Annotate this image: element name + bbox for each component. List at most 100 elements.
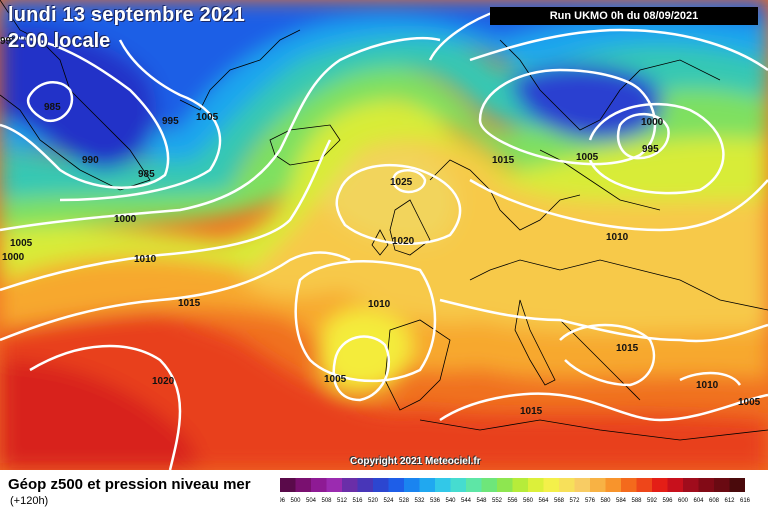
scale-tick-label: 532 [414,498,425,502]
isobar-label: 1010 [696,380,719,391]
isobar-label: 1020 [152,376,175,387]
scale-tick-label: 572 [569,498,580,502]
scale-tick-label: 576 [585,498,596,502]
scale-swatch [621,478,637,492]
isobar-label: 1015 [616,343,639,354]
forecast-date: lundi 13 septembre 2021 [8,4,245,26]
scale-swatch [466,478,482,492]
scale-swatch [543,478,559,492]
weather-map: 985 995 1005 990 985 1000 1005 1000 1010… [0,0,768,470]
scale-swatch [311,478,327,492]
scale-swatch [326,478,342,492]
isobar-label: 995 [0,36,17,47]
isobar-label: 1010 [606,232,629,243]
scale-swatch [636,478,652,492]
isobar-label: 995 [162,116,179,127]
scale-tick-label: 548 [476,498,487,502]
isobar-label: 1000 [2,252,25,263]
isobar-label: 985 [44,102,61,113]
scale-tick-label: 604 [693,498,704,502]
scale-swatch [481,478,497,492]
scale-swatch [497,478,513,492]
scale-swatch [698,478,714,492]
scale-tick-label: 612 [724,498,735,502]
isobar-label: 995 [642,144,659,155]
isobar-label: 1025 [390,177,413,188]
isobar-label: 1020 [392,236,415,247]
scale-tick-label: 608 [709,498,720,502]
scale-swatch [714,478,730,492]
scale-swatch [373,478,389,492]
scale-tick-label: 560 [523,498,534,502]
scale-swatch [450,478,466,492]
scale-tick-label: 568 [554,498,565,502]
scale-tick-label: 524 [383,498,394,502]
scale-swatch [683,478,699,492]
scale-swatch [528,478,544,492]
scale-tick-label: 512 [337,498,348,502]
isobar-label: 1015 [520,406,543,417]
scale-tick-label: 540 [445,498,456,502]
forecast-time: 2:00 locale [8,30,111,52]
scale-swatch [652,478,668,492]
scale-swatch [404,478,420,492]
scale-swatch [512,478,528,492]
scale-swatch [280,478,296,492]
scale-tick-label: 508 [321,498,332,502]
isobar-label: 1005 [738,397,761,408]
scale-tick-label: 584 [616,498,627,502]
isobar-label: 1010 [134,254,157,265]
isobar-label: 1010 [368,299,391,310]
scale-tick-label: 556 [507,498,518,502]
isobar-label: 990 [82,155,99,166]
scale-tick-label: 520 [368,498,379,502]
isobar-label: 1005 [196,112,219,123]
isobar-label: 1015 [492,155,515,166]
isobar-label: 985 [138,169,155,180]
model-run-label: Run UKMO 0h du 08/09/2021 [490,7,758,25]
scale-swatch [605,478,621,492]
scale-tick-label: 588 [631,498,642,502]
scale-tick-label: 580 [600,498,611,502]
isobar-label: 1005 [576,152,599,163]
isobar-label: 1015 [178,298,201,309]
scale-swatch [295,478,311,492]
scale-swatch [388,478,404,492]
isobar-label: 1000 [114,214,137,225]
scale-swatch [574,478,590,492]
scale-tick-label: 592 [647,498,658,502]
scale-tick-label: 496 [280,498,286,502]
scale-swatch [667,478,683,492]
map-subtitle: (+120h) [10,495,49,507]
copyright-text: Copyright 2021 Meteociel.fr [350,456,481,467]
geopotential-color-field [0,0,768,470]
isobars [0,8,768,470]
legend-bar: Géop z500 et pression niveau mer (+120h)… [0,470,768,512]
scale-swatch [342,478,358,492]
scale-tick-label: 516 [352,498,363,502]
scale-swatch [559,478,575,492]
isobar-label: 1005 [10,238,33,249]
scale-tick-label: 544 [461,498,472,502]
color-scale: 496 500 504 508 512 516 520 524 528 532 536 540 544 5… [280,478,751,502]
scale-swatch [590,478,606,492]
scale-tick-label: 552 [492,498,503,502]
scale-swatch [435,478,451,492]
scale-tick-label: 616 [740,498,751,502]
scale-swatch [419,478,435,492]
scale-tick-label: 528 [399,498,410,502]
scale-tick-label: 600 [678,498,689,502]
scale-tick-label: 500 [290,498,301,502]
isobar-labels: 985 995 1005 990 985 1000 1005 1000 1010… [0,36,761,417]
scale-tick-label: 504 [306,498,317,502]
map-title: Géop z500 et pression niveau mer [8,476,251,493]
isobar-label: 1005 [324,374,347,385]
coastlines [0,0,768,441]
scale-tick-label: 564 [538,498,549,502]
scale-tick-label: 536 [430,498,441,502]
scale-swatch [729,478,745,492]
isobar-label: 1000 [641,117,664,128]
scale-swatch [357,478,373,492]
scale-tick-label: 596 [662,498,673,502]
